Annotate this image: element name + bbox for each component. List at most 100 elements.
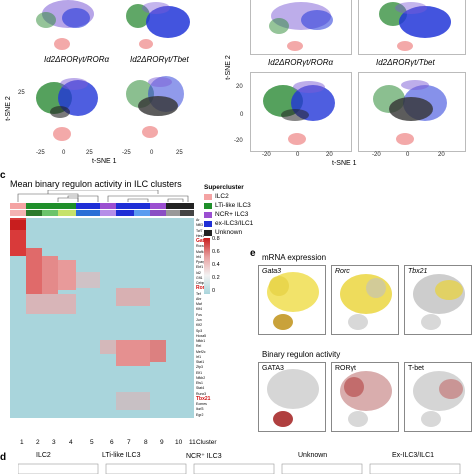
umap-mrna-gata3: Gata3 [258, 265, 326, 335]
gene-label: Maf [196, 302, 202, 307]
legend-item: ILC2 [204, 192, 253, 201]
umap-regulon-gata3: GATA3 [258, 362, 326, 432]
supercluster-legend: Supercluster ILC2 LTi-like ILC3 NCR+ ILC3 e… [204, 184, 253, 237]
panel-d-column: Ex-ILC3/ILC1 [392, 452, 435, 459]
umap-regulon-label: T-bet [408, 365, 424, 372]
color-scale [204, 238, 210, 294]
cluster-axis-label: Cluster [196, 439, 217, 446]
heatmap-active-cells [10, 218, 166, 410]
y-tick: 25 [18, 90, 25, 96]
gene-label: Stat4 [196, 386, 205, 391]
gene-label-column: Ar Nfil3 Tcf7 Hes1 Gata3 Rora Mafk Irf4 Pparg Ebf… [196, 218, 224, 418]
gene-label: Rorc [196, 285, 208, 292]
legend-swatch [204, 211, 212, 218]
legend-item: Unknown [204, 228, 253, 237]
gene-label: Gfi1 [196, 275, 203, 280]
gene-label: Sp3 [196, 328, 203, 333]
gene-label: Mafk [196, 249, 204, 254]
mrna-title: mRNA expression [262, 253, 327, 262]
gene-label: Nfkb2 [196, 375, 206, 380]
panel-letter-e: e [250, 248, 256, 259]
umap-plot [267, 272, 319, 330]
tsne-scatter [269, 2, 333, 51]
color-scale-tick: 0 [212, 288, 216, 294]
legend-swatch [204, 220, 212, 227]
umap-plot [267, 369, 319, 427]
panel-d-column: Unknown [298, 452, 328, 459]
x-tick: 20 [326, 152, 333, 158]
legend-item: ex-ILC3/ILC1 [204, 219, 253, 228]
cluster-number: 4 [69, 439, 73, 446]
gene-label: Stat1 [196, 360, 205, 365]
umap-plot [413, 371, 465, 427]
tsne-scatter [379, 2, 451, 51]
umap-plot [413, 274, 465, 330]
x-tick: 0 [62, 150, 66, 156]
gene-label: Rora [196, 244, 204, 249]
tsne-plot-b2 [358, 0, 466, 55]
x-axis-label: t-SNE 1 [92, 158, 117, 165]
gene-label: Jun [196, 318, 202, 322]
legend-label: Unknown [215, 229, 243, 236]
panel-letter-c: c [0, 170, 6, 181]
legend-title: Supercluster [204, 184, 244, 191]
x-tick: 0 [296, 152, 300, 158]
regulon-title: Binary regulon activity [262, 350, 341, 359]
cluster-number: 2 [36, 439, 40, 446]
gene-label: Egr2 [196, 412, 204, 417]
y-tick: 20 [236, 84, 243, 90]
legend-label: NCR+ ILC3 [215, 211, 249, 218]
color-scale-tick: 0.4 [212, 262, 220, 268]
tsne-plot-a1 [28, 0, 108, 52]
gene-label: Tbx21 [196, 395, 211, 402]
gene-label: Ets1 [196, 381, 204, 386]
y-tick: 0 [240, 112, 244, 118]
color-scale-tick: 0.6 [212, 249, 220, 255]
dendrogram [17, 190, 189, 202]
gene-label: Nfkb1 [196, 339, 206, 344]
gene-label: Tcf7 [196, 228, 203, 233]
gene-label: Ahr [196, 296, 202, 301]
umap-regulon-tbet: T-bet [404, 362, 472, 432]
umap-regulon-rorgt: RORγt [331, 362, 399, 432]
umap-mrna-tbx21: Tbx21 [404, 265, 472, 335]
gene-label: Rel [196, 344, 202, 349]
gene-label: Nfil3 [196, 223, 204, 228]
cluster-number: 10 [175, 439, 183, 446]
tsne-plot-a2 [116, 0, 196, 52]
x-tick: 0 [150, 150, 154, 156]
tsne-title-a1: Id2ΔRORγt/RORα [44, 55, 110, 64]
tsne-scatter [126, 2, 190, 49]
cluster-number-row: 1 2 3 4 5 6 7 8 9 10 11 [10, 439, 210, 449]
gene-label: Pparg [196, 260, 206, 265]
gene-label: Gata3 [196, 238, 210, 245]
umap-regulon-label: RORγt [335, 365, 356, 372]
gene-label: Klf2 [196, 323, 203, 328]
tsne-scatter [36, 78, 98, 141]
gene-label: Hes1 [196, 233, 205, 238]
legend-list: ILC2 LTi-like ILC3 NCR+ ILC3 ex-ILC3/ILC1 Un… [204, 192, 253, 237]
panel-d-column: NCR⁺ ILC3 [186, 453, 222, 460]
tsne-title-a2: Id2ΔRORγt/Tbet [130, 55, 189, 64]
umap-plot [340, 274, 392, 330]
cluster-number: 8 [144, 439, 148, 446]
tsne-title-b2: Id2ΔRORγt/Tbet [376, 58, 435, 67]
gene-label: Zfp3 [196, 365, 204, 370]
cluster-number: 11 [189, 439, 196, 446]
panel-d-plot-strip [18, 463, 461, 474]
gene-label: Runx3 [196, 391, 207, 396]
gene-label: Ar [196, 218, 200, 222]
y-axis-label: t-SNE 2 [224, 55, 232, 80]
x-tick: -25 [36, 150, 45, 156]
heatmap-title: Mean binary regulon activity in ILC clus… [10, 179, 182, 189]
gene-label: Eomes [196, 402, 207, 407]
gene-label: Cebpb [196, 281, 207, 286]
x-tick: -20 [372, 152, 381, 158]
color-scale-bar [204, 238, 210, 294]
cluster-bar [10, 210, 194, 216]
cluster-number: 5 [90, 439, 94, 446]
color-scale-tick: 0.8 [212, 236, 220, 242]
legend-label: ex-ILC3/ILC1 [215, 220, 254, 227]
tsne-plot-b3 [250, 72, 352, 152]
tsne-title-b1: Id2ΔRORγt/RORα [268, 58, 334, 67]
